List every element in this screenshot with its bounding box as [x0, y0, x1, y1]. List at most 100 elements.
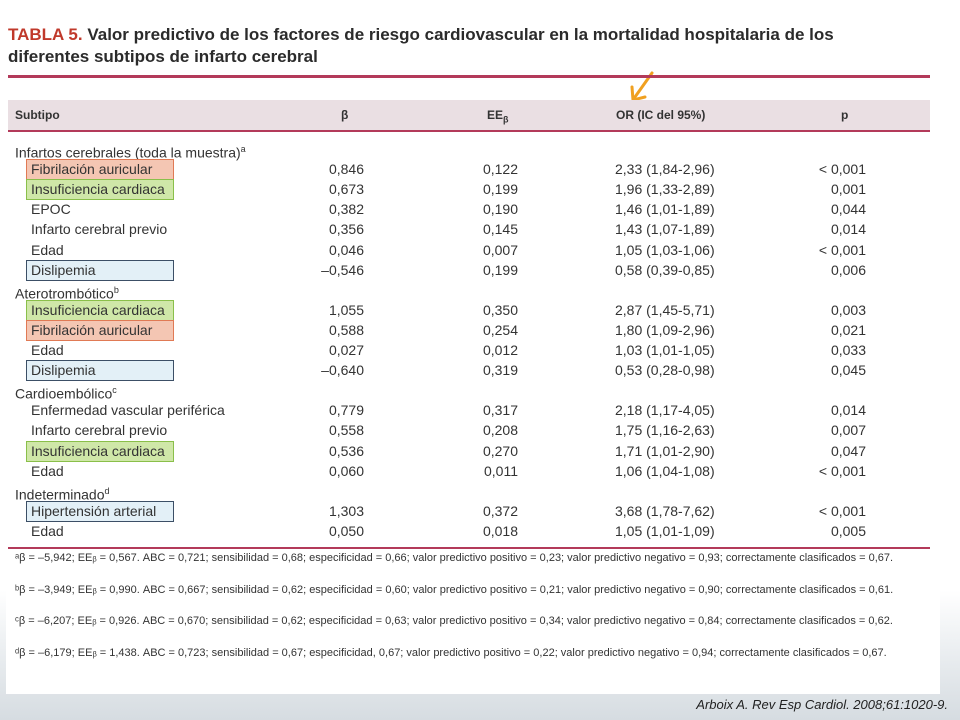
p-value: < 0,001 — [818, 161, 866, 177]
or-value: 1,43 (1,07-1,89) — [615, 221, 715, 237]
beta-value: 0,046 — [328, 242, 364, 258]
beta-value: –0,640 — [321, 362, 364, 378]
header-subtipo: Subtipo — [15, 108, 60, 122]
table-row: Fibrilación auricular 0,588 0,254 1,80 (1,0… — [0, 320, 960, 341]
highlight-box — [26, 360, 174, 381]
header-ee-sub: β — [503, 114, 509, 125]
table-row: Insuficiencia cardiaca 1,055 0,350 2,87 (1,… — [0, 300, 960, 321]
label-text: Edad — [31, 523, 64, 539]
label-text: EPOC — [31, 201, 71, 217]
group-row: Aterotrombóticob — [0, 280, 960, 302]
label-text: Insuficiencia cardiaca — [31, 443, 165, 459]
row-label: Dislipemia — [31, 260, 96, 280]
ee-value: 0,007 — [482, 242, 518, 258]
p-value: 0,047 — [830, 443, 866, 459]
or-value: 1,03 (1,01-1,05) — [615, 342, 715, 358]
or-value: 2,33 (1,84-2,96) — [615, 161, 715, 177]
footnote-marker: a — [240, 144, 246, 154]
p-value: 0,006 — [830, 262, 866, 278]
row-label: Enfermedad vascular periférica — [31, 400, 225, 420]
or-value: 1,71 (1,01-2,90) — [615, 443, 715, 459]
ee-value: 0,018 — [482, 523, 518, 539]
p-value: 0,014 — [830, 221, 866, 237]
beta-value: 0,536 — [328, 443, 364, 459]
ee-value: 0,350 — [482, 302, 518, 318]
table-number: TABLA 5. — [8, 25, 83, 44]
row-label: Fibrilación auricular — [31, 159, 152, 179]
or-value: 3,68 (1,78-7,62) — [615, 503, 715, 519]
p-value: < 0,001 — [818, 503, 866, 519]
header-ee-text: EE — [487, 108, 504, 122]
ee-value: 0,012 — [482, 342, 518, 358]
group-row: Infartos cerebrales (toda la muestra)a — [0, 139, 960, 161]
row-label: Dislipemia — [31, 360, 96, 380]
row-label: Insuficiencia cardiaca — [31, 441, 165, 461]
beta-value: 0,588 — [328, 322, 364, 338]
row-label: Infarto cerebral previo — [31, 420, 167, 440]
footnote: ᵈβ = –6,179; EEᵦ = 1,438. ABC = 0,723; s… — [15, 647, 887, 659]
label-text: Aterotrombótico — [15, 285, 114, 302]
label-text: Insuficiencia cardiaca — [31, 302, 165, 318]
ee-value: 0,199 — [482, 181, 518, 197]
table-caption: Valor predictivo de los factores de ries… — [8, 25, 834, 66]
or-value: 2,87 (1,45-5,71) — [615, 302, 715, 318]
or-value: 1,75 (1,16-2,63) — [615, 422, 715, 438]
beta-value: 0,060 — [328, 463, 364, 479]
ee-value: 0,254 — [482, 322, 518, 338]
footnote-marker: b — [113, 285, 119, 295]
beta-value: 0,027 — [328, 342, 364, 358]
or-value: 0,53 (0,28-0,98) — [615, 362, 715, 378]
label-text: Dislipemia — [31, 362, 96, 378]
highlight-box — [26, 260, 174, 281]
p-value: 0,044 — [830, 201, 866, 217]
label-text: Indeterminado — [15, 486, 105, 503]
table-row: Insuficiencia cardiaca 0,673 0,199 1,96 (1,… — [0, 179, 960, 200]
or-value: 1,05 (1,01-1,09) — [615, 523, 715, 539]
label-text: Insuficiencia cardiaca — [31, 181, 165, 197]
row-label: Insuficiencia cardiaca — [31, 300, 165, 320]
label-text: Fibrilación auricular — [31, 322, 153, 338]
ee-value: 0,208 — [482, 422, 518, 438]
highlight-box — [26, 501, 174, 522]
footnote: ᶜβ = –6,207; EEᵦ = 0,926. ABC = 0,670; s… — [15, 615, 893, 627]
table-row: Hipertensión arterial 1,303 0,372 3,68 (1,7… — [0, 501, 960, 522]
table-row: Infarto cerebral previo 0,356 0,145 1,43 (1… — [0, 219, 960, 239]
table-row: Dislipemia –0,546 0,199 0,58 (0,39-0,85) 0,0… — [0, 260, 960, 281]
row-label: Edad — [31, 340, 64, 360]
table-title: TABLA 5. Valor predictivo de los factore… — [8, 24, 908, 68]
label-text: Infartos cerebrales (toda la muestra) — [15, 144, 241, 161]
beta-value: 1,303 — [328, 503, 364, 519]
group-row: Indeterminadod — [0, 481, 960, 503]
beta-value: 0,050 — [328, 523, 364, 539]
row-label: Edad — [31, 521, 64, 541]
table-row: EPOC 0,382 0,190 1,46 (1,01-1,89) 0,044 — [0, 199, 960, 219]
label-text: Edad — [31, 242, 64, 258]
label-text: Edad — [31, 463, 64, 479]
table-row: Edad 0,027 0,012 1,03 (1,01-1,05) 0,033 — [0, 340, 960, 360]
or-value: 1,05 (1,03-1,06) — [615, 242, 715, 258]
citation: Arboix A. Rev Esp Cardiol. 2008;61:1020-… — [696, 697, 948, 712]
row-label: EPOC — [31, 199, 71, 219]
highlight-box — [26, 179, 174, 200]
p-value: 0,033 — [830, 342, 866, 358]
table-row: Edad 0,060 0,011 1,06 (1,04-1,08) < 0,001 — [0, 461, 960, 481]
p-value: 0,021 — [830, 322, 866, 338]
beta-value: 0,558 — [328, 422, 364, 438]
group-label: Cardioembólicoc — [15, 380, 117, 404]
header-ee: EEβ — [487, 108, 509, 124]
ee-value: 0,145 — [482, 221, 518, 237]
footnote-marker: c — [112, 385, 117, 395]
ee-value: 0,122 — [482, 161, 518, 177]
or-value: 1,80 (1,09-2,96) — [615, 322, 715, 338]
p-value: 0,001 — [830, 181, 866, 197]
label-text: Hipertensión arterial — [31, 503, 157, 519]
beta-value: 1,055 — [328, 302, 364, 318]
row-label: Fibrilación auricular — [31, 320, 152, 340]
or-value: 2,18 (1,17-4,05) — [615, 402, 715, 418]
table-row: Fibrilación auricular 0,846 0,122 2,33 (1,8… — [0, 159, 960, 180]
label-text: Fibrilación auricular — [31, 161, 153, 177]
beta-value: 0,673 — [328, 181, 364, 197]
label-text: Enfermedad vascular periférica — [31, 402, 225, 418]
ee-value: 0,190 — [482, 201, 518, 217]
beta-value: –0,546 — [321, 262, 364, 278]
